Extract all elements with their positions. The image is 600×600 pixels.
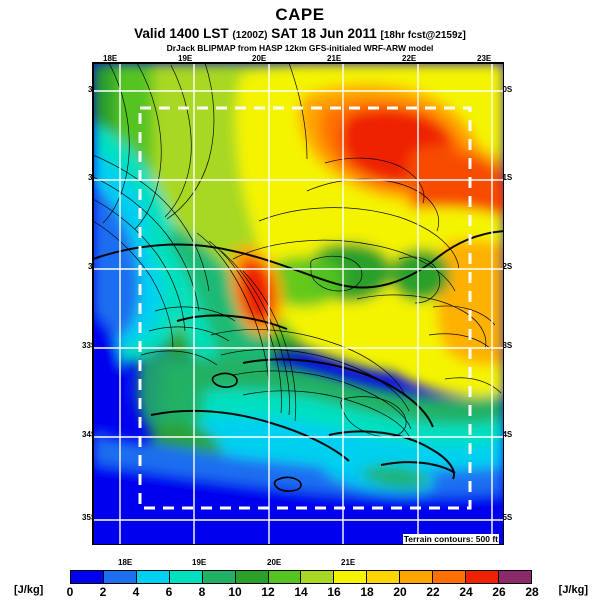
lat-tick-left-3: 33S <box>82 341 97 350</box>
lon-tick-top-1: 19E <box>178 54 193 63</box>
terrain-contours <box>93 63 502 442</box>
colorbar-tick-0: 0 <box>66 585 74 599</box>
colorbar-swatch-9 <box>366 571 400 583</box>
colorbar-legend: [J/kg] [J/kg] 0 2 4 6 8 10 12 14 16 18 20 22 24 26 28 <box>0 566 600 600</box>
colorbar-swatch-1 <box>102 571 136 583</box>
map-border <box>93 63 503 544</box>
colorbar-swatch-3 <box>168 571 202 583</box>
lon-tick-bottom-1: 19E <box>192 558 207 567</box>
colorbar-swatch-7 <box>300 571 334 583</box>
colorbar-unit-right: [J/kg] <box>558 584 588 596</box>
lat-tick-right-0: 30S <box>498 85 513 94</box>
terrain-contours-major <box>93 230 503 480</box>
cape-field-svg <box>93 63 503 544</box>
colorbar-tick-8: 8 <box>198 585 206 599</box>
lon-tick-top-0: 18E <box>103 54 118 63</box>
colorbar-tick-6: 6 <box>165 585 173 599</box>
terrain-contour-note: Terrain contours: 500 ft <box>402 534 499 544</box>
colorbar-swatch-8 <box>333 571 367 583</box>
utc-time-label: (1200Z) <box>232 30 268 41</box>
terrain-contour-closed <box>211 372 302 492</box>
colorbar-tick-labels: 0 2 4 6 8 10 12 14 16 18 20 22 24 26 28 <box>66 585 539 600</box>
map-plot-area[interactable]: Terrain contours: 500 ft <box>92 62 504 545</box>
lon-tick-top-2: 20E <box>252 54 267 63</box>
page-title: CAPE <box>275 5 325 24</box>
lat-tick-left-5: 35S <box>82 513 97 522</box>
colorbar-tick-12: 12 <box>261 585 275 599</box>
lat-tick-left-4: 34S <box>82 430 97 439</box>
cape-shaded-field <box>93 63 503 544</box>
lon-tick-bottom-2: 20E <box>267 558 282 567</box>
colorbar-swatch-2 <box>135 571 169 583</box>
forecast-hour-label: [18hr fcst@2159z] <box>380 30 466 41</box>
colorbar-tick-24: 24 <box>459 585 473 599</box>
colorbar-tick-20: 20 <box>393 585 407 599</box>
colorbar-swatch-11 <box>432 571 466 583</box>
colorbar-swatches[interactable] <box>70 570 532 584</box>
colorbar-swatch-0 <box>71 571 103 583</box>
colorbar-swatch-13 <box>497 571 531 583</box>
colorbar-swatch-12 <box>465 571 498 583</box>
forecast-domain-box <box>138 106 472 510</box>
lat-tick-right-2: 32S <box>498 262 513 271</box>
colorbar-swatch-5 <box>234 571 268 583</box>
lat-tick-right-1: 31S <box>498 173 513 182</box>
lon-tick-bottom-3: 21E <box>341 558 356 567</box>
colorbar-tick-28: 28 <box>525 585 539 599</box>
valid-date-label: SAT 18 Jun 2011 <box>271 26 377 41</box>
valid-time-label: Valid 1400 LST <box>134 26 229 41</box>
title-subtitle: Valid 1400 LST (1200Z) SAT 18 Jun 2011 [… <box>0 26 600 41</box>
graticule-grid <box>93 63 503 544</box>
colorbar-tick-22: 22 <box>426 585 440 599</box>
lat-tick-right-4: 34S <box>498 430 513 439</box>
model-source-label: DrJack BLIPMAP from HASP 12km GFS-initia… <box>166 43 434 53</box>
colorbar-unit-left: [J/kg] <box>14 584 44 596</box>
colorbar-swatch-4 <box>201 571 235 583</box>
lon-tick-top-4: 22E <box>402 54 417 63</box>
colorbar-tick-18: 18 <box>360 585 374 599</box>
colorbar-tick-26: 26 <box>492 585 506 599</box>
colorbar-swatch-10 <box>399 571 433 583</box>
lat-tick-right-3: 33S <box>498 341 513 350</box>
lon-tick-top-5: 23E <box>477 54 492 63</box>
colorbar-tick-10: 10 <box>228 585 242 599</box>
colorbar-tick-14: 14 <box>294 585 308 599</box>
colorbar-tick-2: 2 <box>99 585 107 599</box>
lon-tick-bottom-0: 18E <box>118 558 133 567</box>
colorbar-swatch-6 <box>267 571 301 583</box>
colorbar-tick-16: 16 <box>327 585 341 599</box>
lon-tick-top-3: 21E <box>327 54 342 63</box>
lat-tick-right-5: 35S <box>498 513 513 522</box>
colorbar-tick-4: 4 <box>132 585 140 599</box>
